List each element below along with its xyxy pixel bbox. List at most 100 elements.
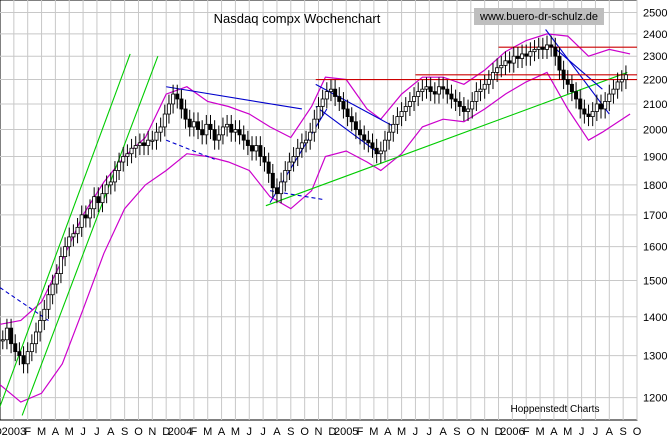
- price-bar-body: [50, 283, 55, 296]
- x-tick-label: J: [94, 426, 100, 438]
- price-bar-body: [490, 72, 495, 80]
- y-tick-label: 1800: [643, 180, 667, 192]
- uptrend-line: [265, 71, 628, 207]
- price-bar-body: [320, 98, 325, 107]
- price-bar-body: [474, 91, 479, 102]
- price-bar-body: [241, 134, 246, 141]
- x-tick-label: N: [148, 426, 156, 438]
- price-bar-body: [212, 129, 217, 141]
- price-bar-body: [345, 108, 350, 118]
- y-tick-label: 1900: [643, 151, 667, 163]
- price-bar-body: [353, 121, 358, 130]
- price-bar-body: [117, 161, 122, 171]
- price-bar-body: [125, 153, 130, 157]
- price-bar-body: [166, 103, 171, 115]
- price-bar-body: [63, 246, 68, 258]
- price-bar-body: [34, 331, 39, 345]
- price-bar-body: [544, 44, 549, 50]
- price-bar-body: [407, 101, 412, 107]
- price-bar-body: [520, 53, 525, 59]
- price-bar-body: [399, 111, 404, 118]
- price-bar-body: [449, 93, 454, 100]
- price-bar-body: [71, 233, 76, 238]
- price-bar-body: [337, 96, 342, 102]
- price-bar-body: [598, 103, 603, 110]
- downtrend-line: [315, 83, 395, 128]
- y-tick-label: 1500: [643, 276, 667, 288]
- x-tick-label: O: [300, 426, 309, 438]
- x-tick-label: S: [453, 426, 460, 438]
- x-tick-label: N: [481, 426, 489, 438]
- price-bar-body: [466, 108, 471, 112]
- price-bar-body: [146, 139, 151, 146]
- dashed-trend-line: [269, 190, 325, 201]
- price-bar-body: [4, 327, 9, 341]
- y-tick-label: 1700: [643, 210, 667, 222]
- y-tick-label: 1400: [643, 312, 667, 324]
- x-tick-label: J: [427, 426, 433, 438]
- dashed-trend-line: [165, 139, 215, 160]
- x-tick-label: J: [80, 426, 86, 438]
- price-bar-body: [503, 60, 508, 66]
- watermark-text: www.buero-dr-schulz.de: [479, 11, 598, 23]
- price-bar-body: [9, 327, 14, 345]
- price-bar-body: [100, 193, 105, 204]
- y-tick-label: 2000: [643, 125, 667, 137]
- downtrend-line: [166, 86, 302, 110]
- x-tick-label: F: [24, 426, 31, 438]
- price-bar-body: [225, 123, 230, 128]
- price-bar-body: [453, 98, 458, 102]
- price-bar-body: [183, 108, 188, 120]
- x-tick-label: A: [218, 426, 226, 438]
- y-tick-label: 1200: [643, 393, 667, 405]
- price-bar-body: [495, 67, 500, 73]
- x-tick-label: J: [579, 426, 585, 438]
- price-bar-body: [590, 111, 595, 118]
- downtrend-line: [545, 29, 610, 115]
- price-bar-body: [333, 88, 338, 97]
- price-bar-body: [312, 118, 317, 133]
- price-bar-body: [578, 98, 583, 110]
- x-tick-label: 2005: [334, 426, 358, 438]
- price-bar-body: [615, 81, 620, 90]
- price-bar-body: [403, 106, 408, 112]
- price-bar-body: [470, 101, 475, 110]
- x-tick-label: A: [606, 426, 614, 438]
- y-axis: 1200 1300 1400 1500 1600 1700 1800 1900 2000 2100…: [643, 7, 667, 404]
- price-bar-body: [611, 88, 616, 95]
- x-tick-label: M: [65, 426, 74, 438]
- price-bar-body: [270, 172, 275, 189]
- x-tick-label: J: [413, 426, 419, 438]
- price-bar-body: [528, 51, 533, 57]
- x-tick-label: M: [535, 426, 544, 438]
- price-bar-body: [391, 123, 396, 133]
- price-bar-body: [29, 343, 34, 353]
- price-bar-body: [366, 139, 371, 144]
- price-bar-body: [586, 113, 591, 118]
- x-tick-label: A: [384, 426, 392, 438]
- watermark-box: [474, 8, 604, 25]
- price-bar-body: [279, 181, 284, 195]
- price-bar-body: [92, 196, 97, 210]
- price-bar-body: [299, 142, 304, 149]
- price-bar-body: [574, 91, 579, 100]
- x-tick-label: D: [162, 426, 170, 438]
- price-bar-body: [416, 91, 421, 97]
- price-bar-body: [441, 86, 446, 90]
- x-tick-label: A: [273, 426, 281, 438]
- price-bar-body: [162, 113, 167, 128]
- y-tick-label: 2500: [643, 7, 667, 19]
- price-bar-body: [75, 226, 80, 235]
- price-bar-body: [457, 101, 462, 107]
- price-bar-body: [486, 79, 491, 85]
- price-bar-body: [283, 170, 288, 183]
- price-bar-body: [387, 131, 392, 141]
- price-bar-body: [412, 96, 417, 102]
- price-bar-body: [436, 86, 441, 95]
- x-tick-label: A: [107, 426, 115, 438]
- x-tick-label: F: [191, 426, 198, 438]
- price-bar-body: [204, 123, 209, 136]
- trendlines: [0, 29, 637, 416]
- price-bar-body: [250, 145, 255, 152]
- x-tick-label: M: [231, 426, 240, 438]
